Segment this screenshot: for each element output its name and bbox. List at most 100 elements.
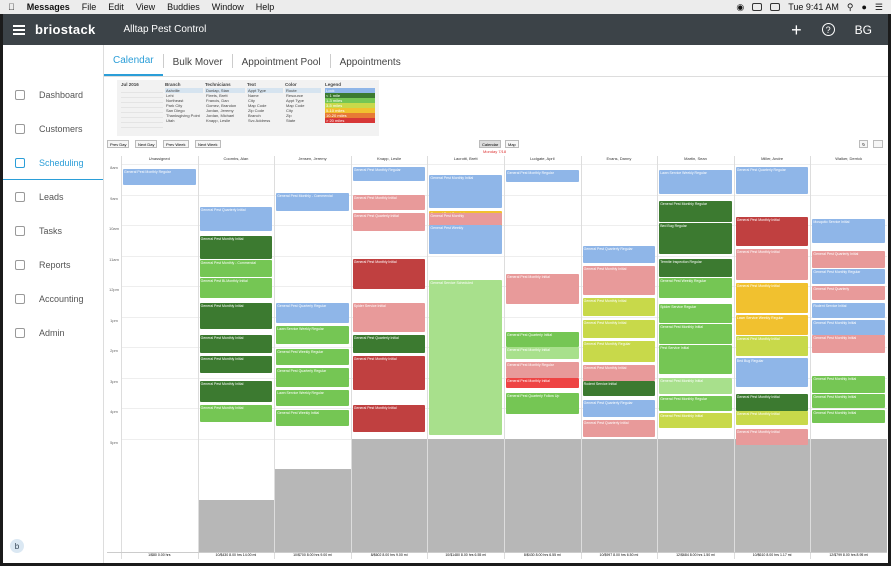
color-option[interactable]: Resource [286,93,304,98]
appointment-card[interactable]: General Pest Monthly Initial [506,347,579,360]
column-header-technician[interactable]: Unassigned [148,156,170,161]
display-icon[interactable] [752,3,763,11]
appointment-card[interactable]: Spider Service Regular [659,304,732,323]
appointment-card[interactable]: General Pest Monthly Initial [812,409,885,424]
notification-center-icon[interactable]: ☰ [874,1,883,12]
appointment-card[interactable]: Spider Service Initial [352,302,426,332]
appointment-card[interactable]: General Pest Monthly Initial [582,365,656,381]
appointment-card[interactable]: Lawn Service Weekly Regular [659,170,732,195]
appointment-card[interactable]: General Pest Monthly - Commercial [276,192,349,212]
map-view-toggle[interactable]: Map [505,140,519,148]
sidebar-item-reports[interactable]: Reports [3,248,103,282]
appointment-card[interactable]: General Pest Quarterly Follow Up [506,392,579,415]
appointment-card[interactable]: General Pest Monthly Initial [199,380,273,402]
menu-window[interactable]: Window [204,2,244,12]
appointment-card[interactable]: General Pest Weekly Initial [276,409,349,427]
battery-icon[interactable] [770,3,781,11]
schedule-calendar[interactable]: 8am 9am 10am 11am 12pm 1pm 2pm 3pm 4pm 5pm Unassig… [107,156,887,559]
text-option[interactable]: Svc Address [248,118,271,123]
appointment-card[interactable]: General Pest Monthly Initial [199,404,273,422]
brand-logo[interactable]: briostack [35,22,96,37]
appointment-card[interactable]: Termite Inspection Regular [659,258,732,277]
appointment-card[interactable]: General Pest Monthly Regular [659,200,732,222]
appointment-card[interactable]: Lawn Service Weekly Regular [276,325,349,344]
user-avatar[interactable]: BG [854,22,872,37]
technician-option[interactable]: Knapp, Leslie [206,118,231,123]
appointment-card[interactable]: Lawn Service Weekly Regular [735,314,809,335]
mini-calendar[interactable]: Jul 2016 [121,82,163,128]
appointment-card[interactable]: General Pest Monthly Regular [812,269,885,285]
appointment-card[interactable]: General Pest Monthly Initial [199,356,273,373]
refresh-icon[interactable]: ↻ [859,140,869,148]
appointment-card[interactable]: General Pest Monthly Initial [429,174,502,209]
text-option[interactable]: Map Code [248,103,267,108]
branch-option[interactable]: Lehi [166,93,174,98]
menu-file[interactable]: File [75,2,97,12]
appointment-card[interactable]: General Service Scheduled [429,279,502,436]
appointment-card[interactable]: General Pest Monthly Initial [199,302,273,329]
appointment-card[interactable]: General Pest Quarterly Initial [582,420,656,437]
tab-appointment-pool[interactable]: Appointment Pool [241,57,321,68]
column-header-technician[interactable]: Walker, Derrick [835,156,863,161]
appointment-card[interactable]: General Pest Quarterly Initial [812,250,885,268]
menu-buddies[interactable]: Buddies [160,2,200,12]
menu-edit[interactable]: Edit [101,2,124,12]
appointment-card[interactable]: Bed Bug Regular [735,357,809,387]
branch-option[interactable]: Thanksgiving Point [166,113,200,118]
next-day-button[interactable]: Next Day [135,140,158,148]
appointment-card[interactable]: General Pest Monthly Initial [735,411,809,425]
text-option[interactable]: Zip Code [248,108,265,113]
appointment-card[interactable]: General Pest Monthly Initial [582,266,656,296]
appointment-card[interactable]: General Pest Monthly Initial [812,319,885,335]
wifi-icon[interactable]: ◉ [736,1,745,12]
technician-option[interactable]: Jordan, Michael [206,113,235,118]
branch-option[interactable]: Northeast [166,98,184,103]
apple-icon[interactable]:  [8,2,15,12]
appointment-card[interactable]: Rodent Service Initial [812,302,885,319]
tab-bulk-mover[interactable]: Bulk Mover [172,57,223,68]
clock[interactable]: Tue 9:41 AM [788,2,839,12]
technician-option[interactable]: Fleets, Brett [206,93,228,98]
appointment-card[interactable]: General Pest Monthly Initial [659,324,732,344]
appointment-card[interactable]: General Pest Monthly Initial [506,377,579,389]
appointment-card[interactable]: General Pest Quarterly Regular [735,167,809,195]
column-header-technician[interactable]: Coombs, Alan [223,156,249,161]
appointment-card[interactable]: General Pest Monthly Initial [735,249,809,280]
technician-option[interactable]: Dunlap, Stan [205,88,245,93]
appointment-card[interactable]: General Pest Monthly Initial [735,336,809,357]
appointment-card[interactable]: General Pest Quarterly Regular [582,400,656,418]
appointment-card[interactable]: General Pest Monthly Regular [506,362,579,378]
column-header-technician[interactable]: Martin, Sean [684,156,707,161]
appointment-card[interactable]: General Pest Weekly Regular [276,348,349,366]
sidebar-item-customers[interactable]: Customers [3,112,103,146]
sidebar-item-scheduling[interactable]: Scheduling [3,146,103,180]
appointment-card[interactable]: General Pest Monthly Regular [659,395,732,412]
color-option[interactable]: City [286,108,293,113]
hamburger-menu-icon[interactable] [13,23,25,37]
appointment-card[interactable]: General Pest Quarterly Initial [506,331,579,347]
appointment-card[interactable]: General Pest Monthly Initial [199,235,273,259]
appointment-card[interactable]: Rodent Service Initial [582,380,656,396]
color-option[interactable]: State [286,118,296,123]
appointment-card[interactable]: Pest Service Initial [659,345,732,375]
appointment-card[interactable]: General Pest Monthly Initial [735,282,809,314]
appointment-card[interactable]: General Pest Quarterly Regular [276,368,349,387]
tab-appointments[interactable]: Appointments [339,57,401,68]
sidebar-item-dashboard[interactable]: Dashboard [3,78,103,112]
appointment-card[interactable]: General Pest Monthly Initial [582,298,656,317]
technician-filter[interactable]: Technicians Dunlap, Stan Fleets, Brett Fra… [205,82,245,123]
text-option[interactable]: City [248,98,255,103]
appointment-card[interactable]: General Pest Bi-Monthly Initial [199,278,273,299]
chat-bubble-icon[interactable]: b [10,539,24,553]
appointment-card[interactable]: General Pest Quarterly Initial [352,212,426,232]
appointment-card[interactable]: General Pest Weekly Regular [659,278,732,299]
appointment-card[interactable]: General Pest Monthly Initial [506,273,579,305]
column-header-technician[interactable]: Knapp, Leslie [376,156,402,161]
appointment-card[interactable]: General Pest Monthly Regular [352,167,426,181]
add-icon[interactable]: + [791,19,802,40]
appointment-card[interactable]: General Pest Monthly Regular [123,168,196,186]
technician-option[interactable]: Gomez, Brandon [206,103,237,108]
technician-option[interactable]: Francis, Dan [206,98,229,103]
appointment-card[interactable]: General Pest Monthly Regular [506,170,579,183]
branch-option[interactable]: San Diego [166,108,185,113]
